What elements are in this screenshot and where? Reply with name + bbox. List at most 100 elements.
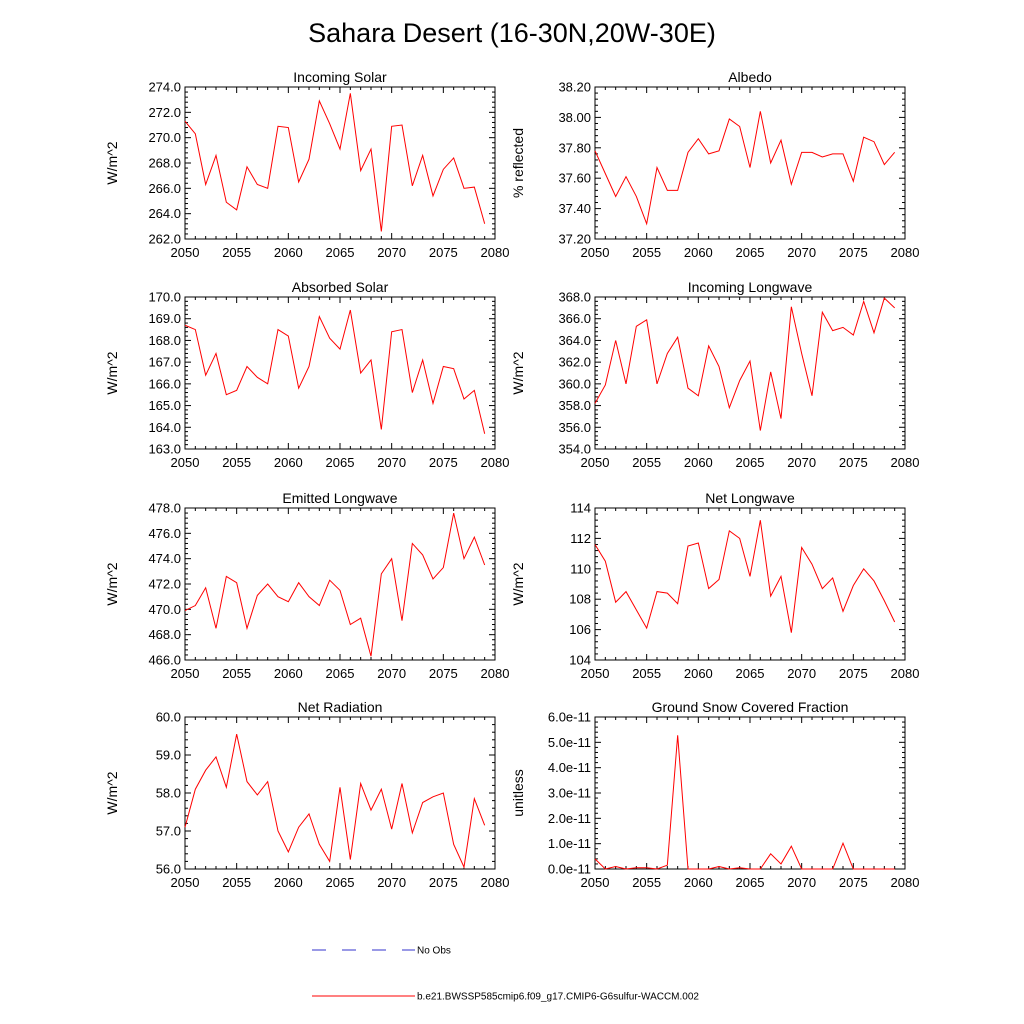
x-tick-label: 2050 — [581, 455, 610, 470]
y-tick-label: 354.0 — [558, 442, 591, 457]
x-tick-label: 2075 — [429, 666, 458, 681]
y-tick-label: 476.0 — [148, 526, 181, 541]
series-line — [184, 93, 486, 232]
x-tick-label: 2070 — [787, 245, 816, 260]
x-tick-label: 2065 — [326, 455, 355, 470]
x-tick-label: 2060 — [274, 245, 303, 260]
panel-7: Net Radiation 2050 2055 2060 2065 2070 2075 208… — [104, 699, 509, 890]
plot-frame — [594, 716, 906, 870]
series-line — [184, 512, 486, 657]
y-tick-label: 2.0e-11 — [548, 811, 591, 826]
y-tick-label: 37.40 — [558, 201, 591, 216]
x-tick-label: 2060 — [684, 875, 713, 890]
y-tick-label: 360.0 — [558, 376, 591, 391]
panel-title: Incoming Longwave — [688, 279, 813, 295]
x-tick-label: 2080 — [891, 455, 920, 470]
y-axis-label: W/m^2 — [104, 562, 120, 605]
panel-8: Ground Snow Covered Fraction 2050 2055 2060… — [510, 699, 919, 890]
x-tick-label: 2065 — [736, 245, 765, 260]
y-tick-label: 274.0 — [148, 80, 181, 95]
x-tick-label: 2055 — [222, 455, 251, 470]
y-tick-label: 38.00 — [558, 110, 591, 125]
panel-2: Albedo 2050 2055 2060 2065 2070 2075 2080 37.20 3… — [510, 69, 919, 260]
y-tick-label: 164.0 — [148, 420, 181, 435]
x-tick-label: 2070 — [787, 455, 816, 470]
y-tick-label: 59.0 — [156, 748, 181, 763]
y-tick-label: 6.0e-11 — [548, 710, 591, 725]
x-tick-label: 2075 — [839, 245, 868, 260]
y-tick-label: 366.0 — [558, 311, 591, 326]
x-tick-label: 2075 — [839, 666, 868, 681]
x-tick-label: 2070 — [787, 666, 816, 681]
y-tick-label: 270.0 — [148, 130, 181, 145]
series-line — [184, 309, 486, 434]
y-tick-label: 368.0 — [558, 290, 591, 305]
panels: Incoming Solar 2050 2055 2060 2065 2070 2075 20… — [104, 69, 919, 890]
x-tick-label: 2070 — [377, 875, 406, 890]
x-tick-label: 2070 — [377, 455, 406, 470]
y-tick-label: 108 — [569, 592, 591, 607]
y-tick-label: 169.0 — [148, 311, 181, 326]
x-tick-label: 2060 — [684, 245, 713, 260]
y-tick-label: 356.0 — [558, 420, 591, 435]
x-tick-label: 2075 — [839, 875, 868, 890]
x-tick-label: 2070 — [377, 666, 406, 681]
y-tick-label: 4.0e-11 — [548, 760, 591, 775]
x-tick-label: 2060 — [274, 875, 303, 890]
y-tick-label: 167.0 — [148, 355, 181, 370]
y-tick-label: 362.0 — [558, 355, 591, 370]
y-tick-label: 266.0 — [148, 181, 181, 196]
y-tick-label: 168.0 — [148, 333, 181, 348]
y-axis-label: unitless — [510, 769, 526, 816]
y-tick-label: 0.0e-11 — [548, 862, 591, 877]
y-tick-label: 358.0 — [558, 398, 591, 413]
y-tick-label: 472.0 — [148, 577, 181, 592]
plot-frame — [594, 507, 906, 661]
y-tick-label: 114 — [570, 501, 591, 516]
panel-6: Net Longwave 2050 2055 2060 2065 2070 2075 2080… — [510, 490, 919, 681]
y-tick-label: 58.0 — [156, 786, 181, 801]
y-axis-label: W/m^2 — [104, 351, 120, 394]
legend: No Obs b.e21.BWSSP585cmip6.f09_g17.CMIP6… — [312, 946, 699, 1003]
plot-frame — [184, 716, 496, 870]
y-tick-label: 37.80 — [558, 140, 591, 155]
x-tick-label: 2050 — [581, 875, 610, 890]
series-line — [594, 735, 895, 870]
x-tick-label: 2075 — [429, 245, 458, 260]
series-line — [184, 733, 486, 869]
y-tick-label: 106 — [569, 622, 591, 637]
legend-model-label: b.e21.BWSSP585cmip6.f09_g17.CMIP6-G6sulf… — [417, 992, 699, 1003]
panel-title: Net Radiation — [298, 699, 383, 715]
panel-title: Absorbed Solar — [292, 279, 389, 295]
x-tick-label: 2060 — [684, 455, 713, 470]
x-tick-label: 2080 — [481, 666, 510, 681]
plot-frame — [184, 296, 496, 450]
series-line — [594, 520, 896, 633]
main-title: Sahara Desert (16-30N,20W-30E) — [308, 18, 716, 48]
y-tick-label: 163.0 — [148, 442, 181, 457]
x-tick-label: 2060 — [274, 666, 303, 681]
x-tick-label: 2080 — [481, 875, 510, 890]
x-tick-label: 2050 — [171, 875, 200, 890]
y-axis-label: W/m^2 — [510, 562, 526, 605]
y-tick-label: 165.0 — [148, 398, 181, 413]
panel-1: Incoming Solar 2050 2055 2060 2065 2070 2075 20… — [104, 69, 509, 260]
x-tick-label: 2075 — [839, 455, 868, 470]
y-axis-label: W/m^2 — [510, 351, 526, 394]
x-tick-label: 2080 — [481, 455, 510, 470]
y-tick-label: 468.0 — [148, 627, 181, 642]
x-tick-label: 2055 — [632, 666, 661, 681]
panel-title: Albedo — [728, 69, 772, 85]
panel-5: Emitted Longwave 2050 2055 2060 2065 2070 2075… — [104, 490, 509, 681]
plot-frame — [594, 86, 906, 240]
y-tick-label: 170.0 — [148, 290, 181, 305]
x-tick-label: 2065 — [736, 455, 765, 470]
y-axis-label: W/m^2 — [104, 141, 120, 184]
panel-title: Ground Snow Covered Fraction — [652, 699, 849, 715]
series-line — [594, 297, 896, 431]
x-tick-label: 2050 — [581, 245, 610, 260]
y-tick-label: 466.0 — [148, 653, 181, 668]
y-tick-label: 37.60 — [558, 171, 591, 186]
panel-4: Incoming Longwave 2050 2055 2060 2065 2070 207… — [510, 279, 919, 470]
